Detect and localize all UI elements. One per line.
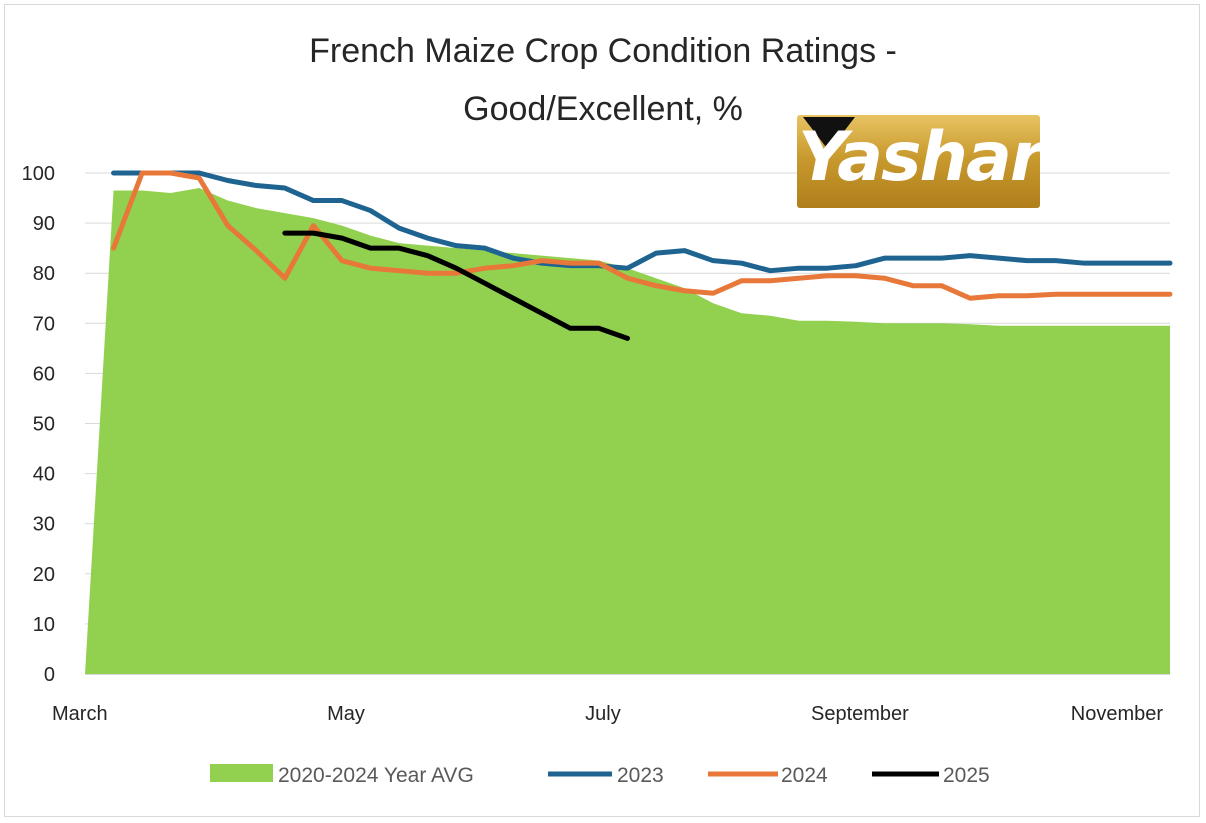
y-tick-label: 0 [44,664,55,686]
x-tick-label: September [811,703,909,725]
y-tick-label: 30 [33,514,55,536]
y-tick-label: 70 [33,313,55,335]
legend-swatch [210,764,273,782]
x-tick-label: March [52,703,108,725]
legend-label: 2025 [943,764,990,787]
x-tick-label: November [1071,703,1164,725]
y-tick-label: 40 [33,464,55,486]
legend-label: 2020-2024 Year AVG [278,764,474,787]
y-tick-label: 20 [33,564,55,586]
y-tick-label: 80 [33,263,55,285]
y-tick-label: 50 [33,414,55,436]
legend-label: 2024 [781,764,828,787]
y-tick-label: 10 [33,614,55,636]
x-tick-label: May [327,703,365,725]
y-tick-label: 90 [33,213,55,235]
legend-label: 2023 [617,764,664,787]
y-tick-label: 100 [22,163,55,185]
y-tick-label: 60 [33,363,55,385]
yashar-logo-text: Yashar [798,118,1038,197]
x-tick-label: July [585,703,621,725]
